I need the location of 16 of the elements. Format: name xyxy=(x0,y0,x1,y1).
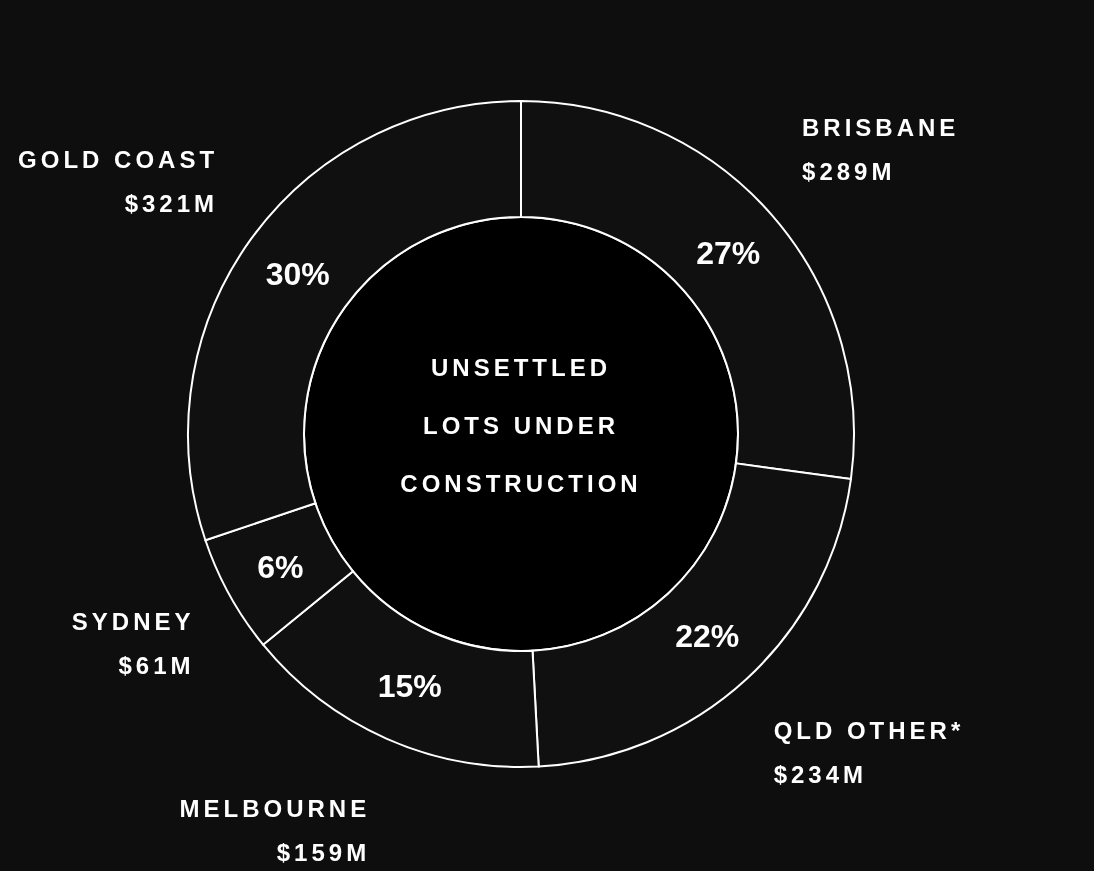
data-label: $61M xyxy=(118,651,195,679)
slice-label: QLD OTHER* xyxy=(773,717,965,745)
slice-label: BRISBANE xyxy=(802,113,960,141)
slice-label: GOLD COAST xyxy=(18,145,219,173)
text: 6% xyxy=(257,549,304,586)
text: 30% xyxy=(265,255,330,292)
chart-title: UNSETTLED LOTS UNDER CONSTRUCTION xyxy=(400,354,642,497)
data-label: $159M xyxy=(276,838,371,866)
data-label: $234M xyxy=(773,761,868,789)
text: 27% xyxy=(696,235,761,272)
text: 15% xyxy=(377,667,442,704)
slice-label: MELBOURNE xyxy=(179,794,371,822)
slice-label: SYDNEY xyxy=(71,607,195,635)
data-label: $289M xyxy=(802,157,896,185)
data-label: $321M xyxy=(124,189,219,217)
text: 22% xyxy=(675,618,740,655)
